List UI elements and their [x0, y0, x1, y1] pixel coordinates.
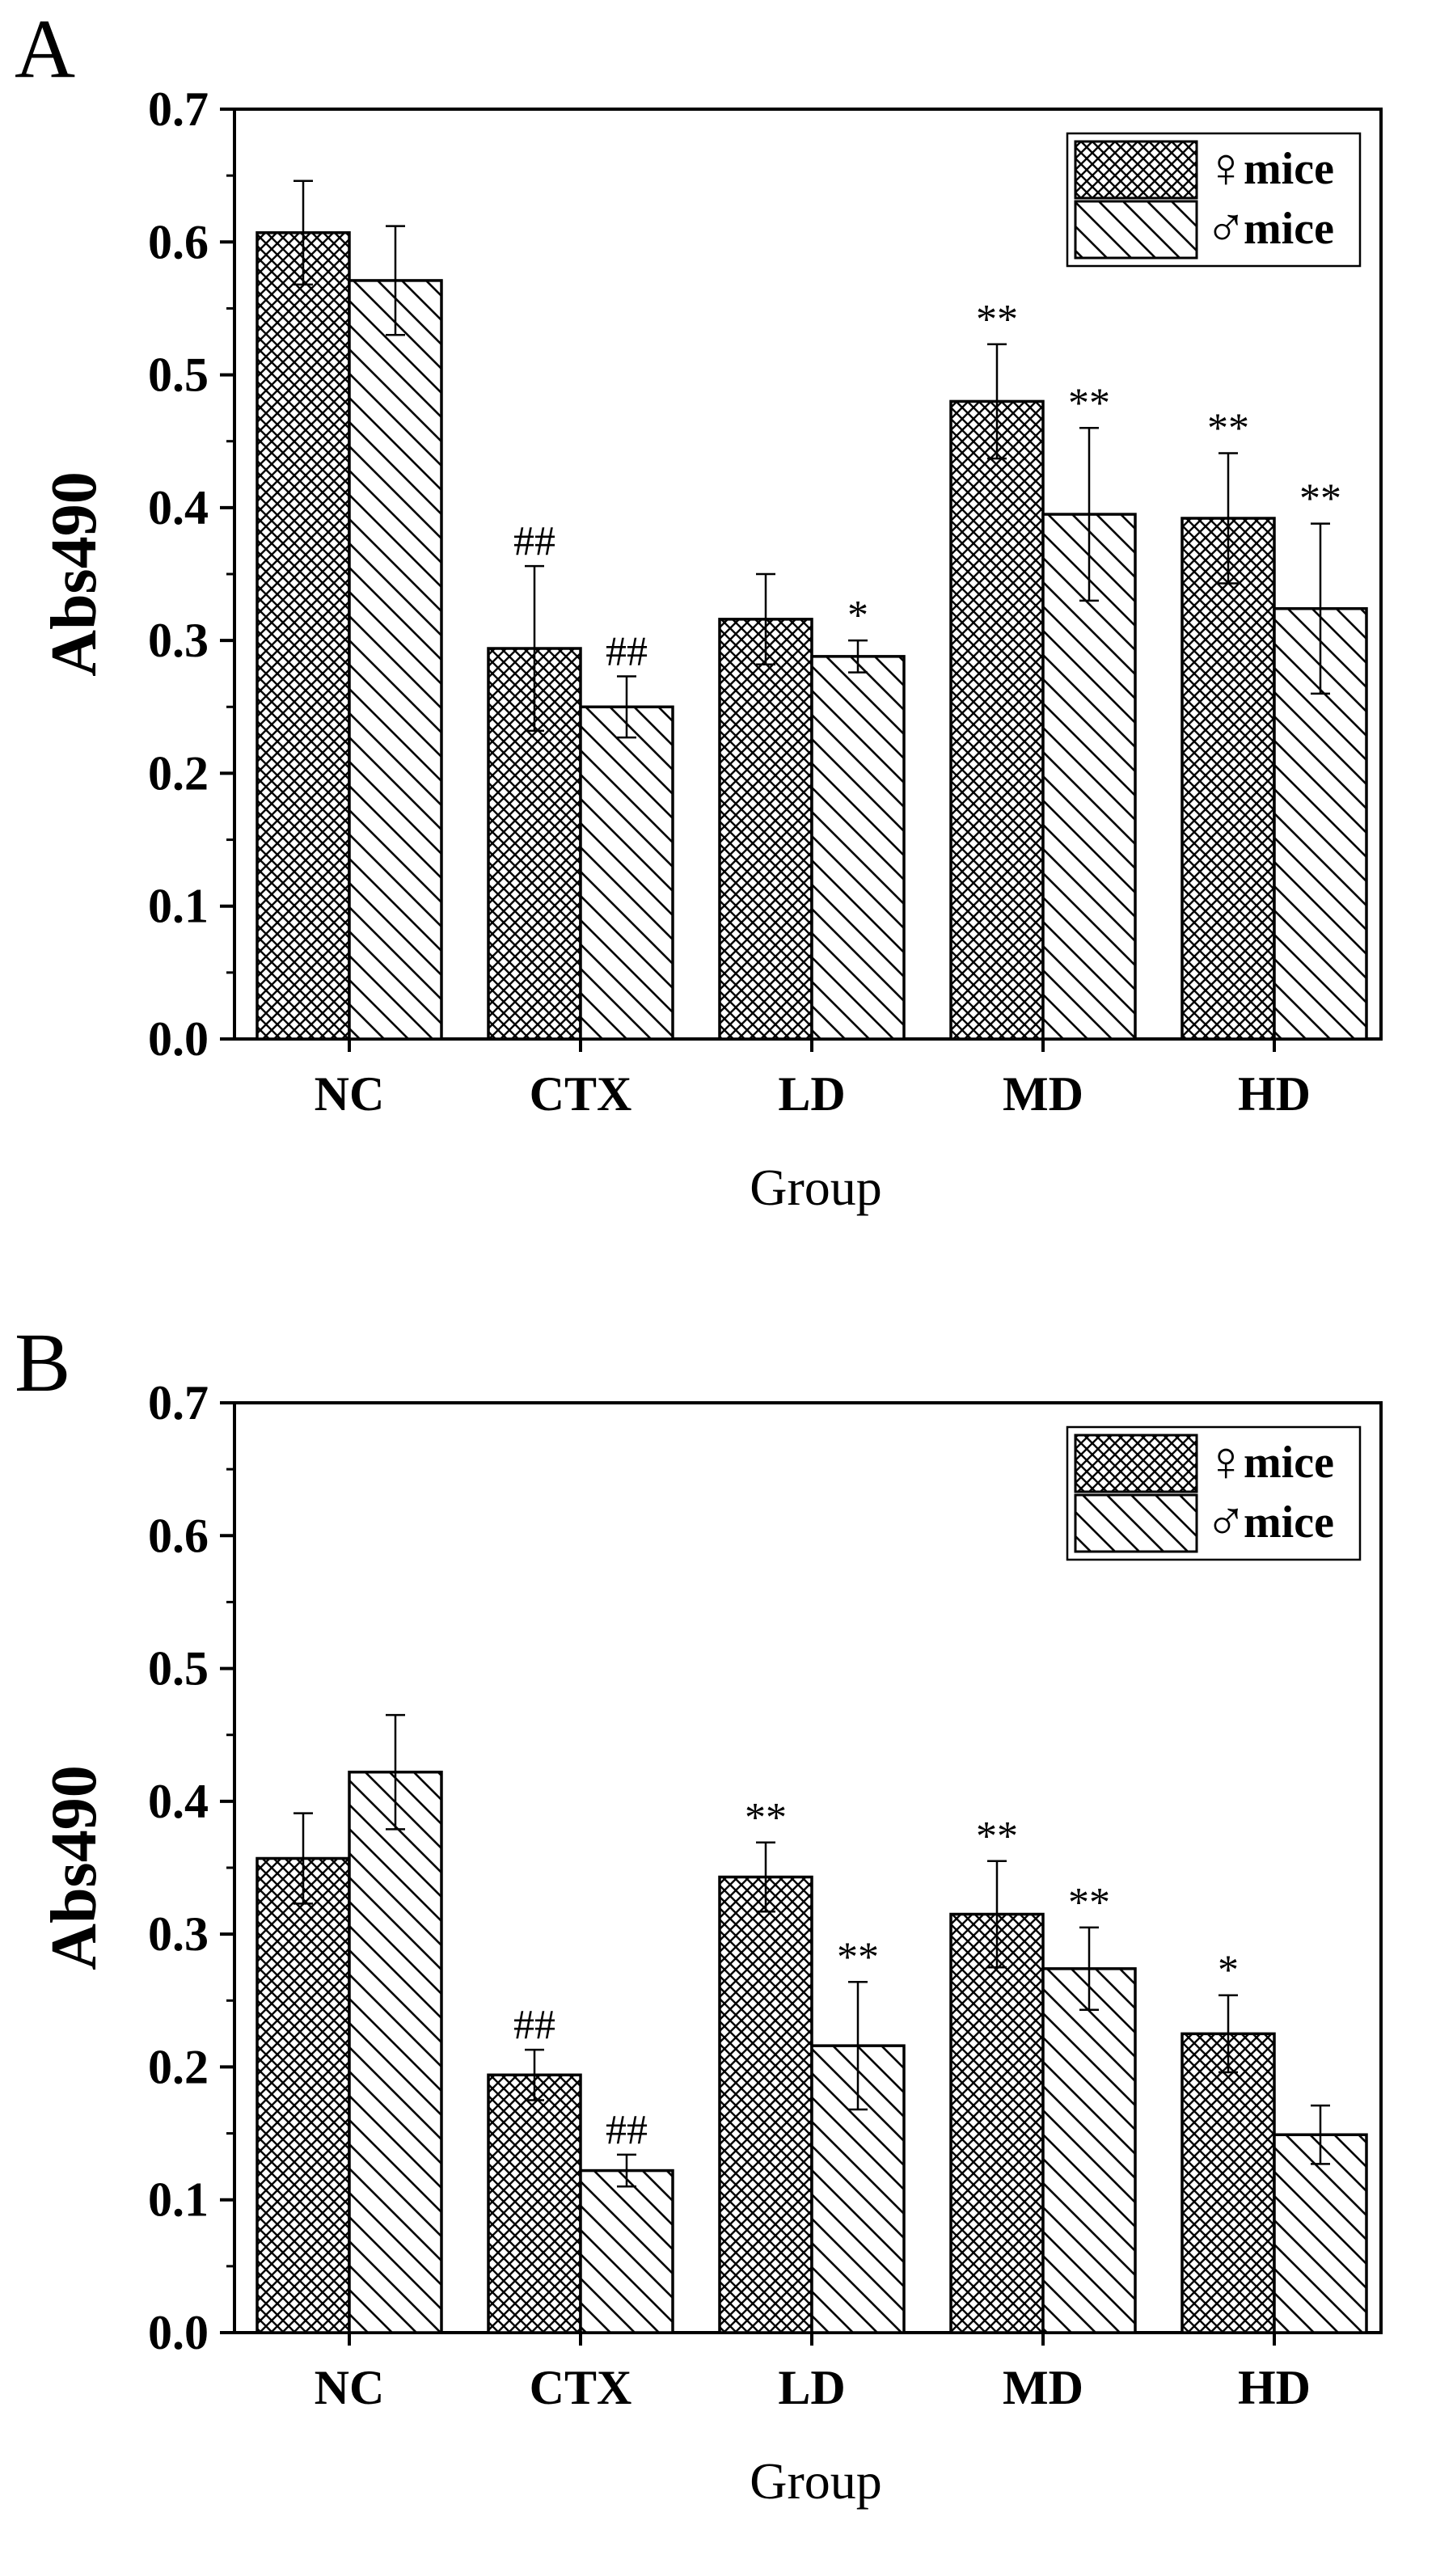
- significance-label: **: [976, 1814, 1018, 1860]
- male-icon: ♂: [1205, 197, 1248, 260]
- legend-swatch-series-2: [1074, 200, 1198, 260]
- y-axis-title: Abs490: [39, 471, 110, 676]
- bar-ctx-series-1: [487, 2073, 582, 2334]
- legend-swatch-series-1: [1074, 1434, 1198, 1493]
- significance-label: **: [745, 1795, 787, 1841]
- y-tick-label: 0.3: [148, 1907, 209, 1961]
- significance-label: ##: [513, 518, 555, 564]
- legend-label: mice: [1244, 1497, 1334, 1548]
- male-icon: ♂: [1205, 1491, 1248, 1553]
- bar-ld-series-2: [810, 655, 906, 1041]
- legend: ♀mice♂mice: [1066, 132, 1362, 268]
- x-tick-label: LD: [778, 1067, 845, 1121]
- y-tick-label: 0.2: [148, 2040, 209, 2093]
- chart-panel-a: A 0.0 0.1 0.2 0.3 0.4 0.5 0.6 0.7 Abs490 NC CTX LD MD…: [15, 2, 1383, 1216]
- legend-swatch-series-2: [1074, 1493, 1198, 1553]
- y-tick-label: 0.1: [148, 2173, 209, 2227]
- bar-ctx-series-2: [579, 705, 674, 1041]
- legend-label: mice: [1244, 144, 1334, 194]
- bar-ld-series-1: [718, 1875, 813, 2334]
- bar-nc-series-1: [256, 231, 351, 1041]
- bar-ctx-series-2: [579, 2168, 674, 2334]
- bar-hd-series-1: [1180, 517, 1276, 1041]
- y-tick-label: 0.6: [148, 1509, 209, 1562]
- bar-nc-series-1: [256, 1856, 351, 2334]
- legend: ♀mice♂mice: [1066, 1425, 1362, 1561]
- y-tick-label: 0.7: [148, 82, 209, 136]
- y-tick-label: 0.3: [148, 614, 209, 667]
- y-tick-label: 0.2: [148, 746, 209, 800]
- bar-md-series-2: [1041, 513, 1137, 1041]
- y-tick-label: 0.5: [148, 1642, 209, 1696]
- significance-label: ##: [606, 2107, 648, 2153]
- significance-label: **: [976, 297, 1018, 343]
- x-tick-label: MD: [1003, 2361, 1083, 2414]
- x-tick-label: NC: [315, 2361, 385, 2414]
- y-tick-label: 0.5: [148, 348, 209, 402]
- y-tick-label: 0.6: [148, 215, 209, 268]
- y-tick-label: 0.0: [148, 1012, 209, 1066]
- y-tick-label: 0.4: [148, 1775, 209, 1828]
- x-tick-label: HD: [1238, 1067, 1311, 1121]
- legend-swatch-series-1: [1074, 140, 1198, 200]
- x-axis-title: Group: [750, 2452, 882, 2510]
- y-axis-title: Abs490: [39, 1765, 110, 1970]
- significance-label: *: [847, 593, 868, 639]
- panel-letter: B: [15, 1316, 70, 1409]
- x-tick-label: MD: [1003, 1067, 1083, 1121]
- y-tick-label: 0.4: [148, 481, 209, 534]
- y-tick-label: 0.0: [148, 2306, 209, 2359]
- bar-md-series-2: [1041, 1967, 1137, 2334]
- female-icon: ♀: [1205, 137, 1248, 200]
- bar-md-series-1: [949, 1912, 1045, 2334]
- x-axis-title: Group: [750, 1159, 882, 1216]
- bar-hd-series-2: [1273, 2133, 1368, 2334]
- female-icon: ♀: [1205, 1431, 1248, 1493]
- x-tick-label: LD: [778, 2361, 845, 2414]
- x-tick-label: CTX: [530, 1067, 632, 1121]
- significance-label: ##: [513, 2002, 555, 2048]
- bar-ld-series-1: [718, 618, 813, 1041]
- y-tick-label: 0.1: [148, 880, 209, 933]
- x-tick-label: CTX: [530, 2361, 632, 2414]
- bar-nc-series-2: [348, 279, 443, 1041]
- x-tick-label: NC: [315, 1067, 385, 1121]
- significance-label: **: [1207, 406, 1249, 452]
- significance-label: **: [837, 1934, 879, 1980]
- legend-label: mice: [1244, 204, 1334, 254]
- legend-label: mice: [1244, 1438, 1334, 1488]
- significance-label: *: [1218, 1948, 1239, 1994]
- bar-nc-series-2: [348, 1770, 443, 2334]
- significance-label: ##: [606, 629, 648, 675]
- significance-label: **: [1068, 380, 1110, 426]
- y-tick-label: 0.7: [148, 1376, 209, 1429]
- panel-letter: A: [15, 2, 75, 95]
- bar-md-series-1: [949, 399, 1045, 1041]
- chart-panel-b: B 0.0 0.1 0.2 0.3 0.4 0.5 0.6 0.7 Abs490 NC CTX LD MD…: [15, 1316, 1383, 2510]
- significance-label: **: [1068, 1880, 1110, 1926]
- bar-hd-series-1: [1180, 2032, 1276, 2334]
- significance-label: **: [1299, 476, 1341, 522]
- x-tick-label: HD: [1238, 2361, 1311, 2414]
